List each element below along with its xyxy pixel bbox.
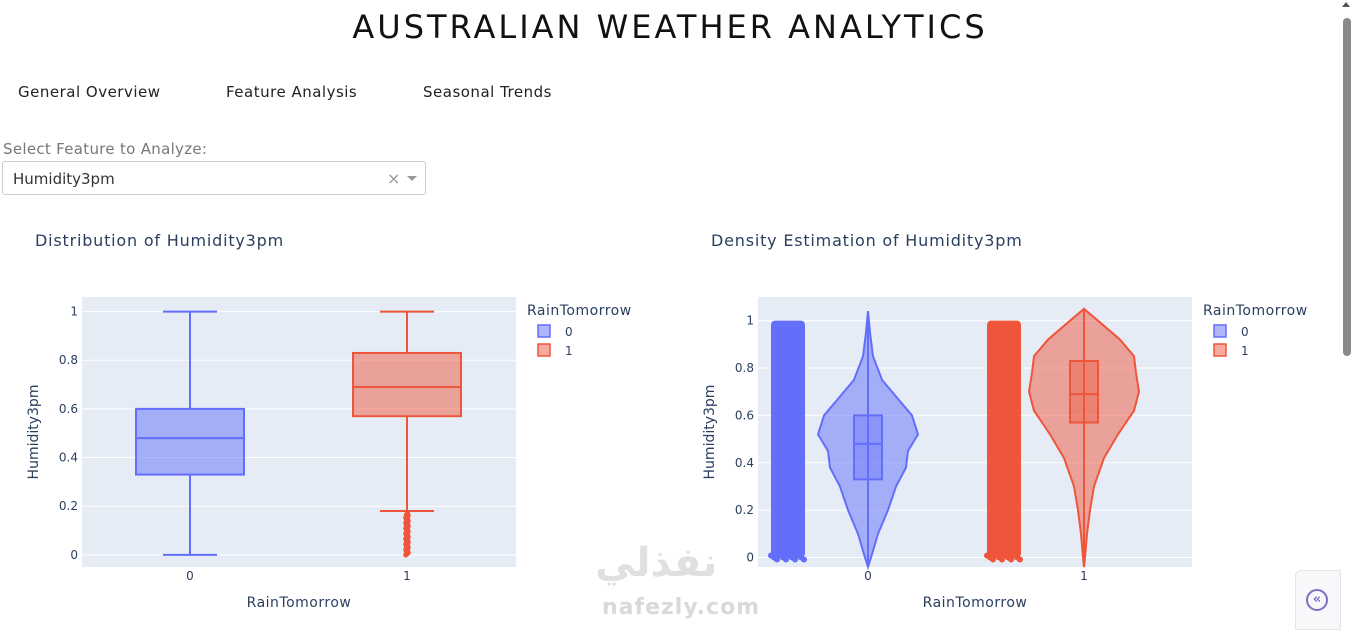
legend-swatch [1213,343,1227,357]
legend-title: RainTomorrow [1203,303,1308,319]
violin-inner-box [1069,359,1099,424]
y-axis-title: Humidity3pm [702,385,718,480]
y-tick-label: 0 [746,551,754,565]
x-tick-label: 1 [403,569,411,583]
legend-entry: 0 [1241,325,1249,339]
box-outlier-point [405,510,411,517]
y-tick-label: 0.6 [59,402,78,416]
violin-inner-box [853,414,883,481]
y-tick-label: 1 [746,314,754,328]
legend-swatch [537,324,551,338]
page-scrollbar[interactable] [1342,0,1353,626]
clear-icon[interactable]: × [387,169,401,188]
violin-point [801,556,807,563]
legend-swatch [537,343,551,357]
x-tick-label: 0 [864,569,872,583]
page-title: AUSTRALIAN WEATHER ANALYTICS [352,8,988,46]
x-tick-label: 0 [186,569,194,583]
tab-general-overview[interactable]: General Overview [18,83,161,101]
collapse-panel-button[interactable]: « [1295,570,1341,630]
scroll-thumb[interactable] [1343,18,1351,356]
watermark-logo: نفذلي [595,540,718,586]
double-chevron-left-icon: « [1306,589,1328,611]
box-body [352,351,462,418]
feature-select-label: Select Feature to Analyze: [3,140,208,158]
y-tick-label: 0.2 [59,499,78,513]
scroll-up-arrow[interactable] [1342,2,1350,7]
violin-points-strip [987,320,1021,558]
legend-entry: 1 [1241,344,1249,358]
legend-title: RainTomorrow [527,303,632,319]
violin-chart-title: Density Estimation of Humidity3pm [711,231,1023,250]
y-tick-label: 0.8 [59,353,78,367]
x-axis-title: RainTomorrow [923,595,1028,611]
y-tick-label: 0 [70,548,78,562]
legend-swatch [1213,324,1227,338]
tab-feature-analysis[interactable]: Feature Analysis [226,83,358,101]
chevron-down-icon[interactable] [407,176,417,181]
legend-entry: 1 [565,344,573,358]
y-tick-label: 0.6 [735,408,754,422]
violin-point [1017,556,1023,563]
x-axis-title: RainTomorrow [247,595,352,611]
violin-points-strip [771,320,805,558]
box-chart-title: Distribution of Humidity3pm [35,231,285,250]
y-tick-label: 0.4 [59,451,78,465]
y-tick-label: 0.8 [735,361,754,375]
y-tick-label: 0.2 [735,503,754,517]
y-tick-label: 1 [70,305,78,319]
box-body [135,407,245,476]
x-tick-label: 1 [1080,569,1088,583]
legend-entry: 0 [565,325,573,339]
feature-select-dropdown[interactable]: Humidity3pm × [2,161,426,195]
feature-select-value: Humidity3pm [13,170,115,188]
tab-seasonal-trends[interactable]: Seasonal Trends [423,83,552,101]
y-axis-title: Humidity3pm [26,385,42,480]
watermark-url: nafezly.com [602,595,761,620]
y-tick-label: 0.4 [735,456,754,470]
